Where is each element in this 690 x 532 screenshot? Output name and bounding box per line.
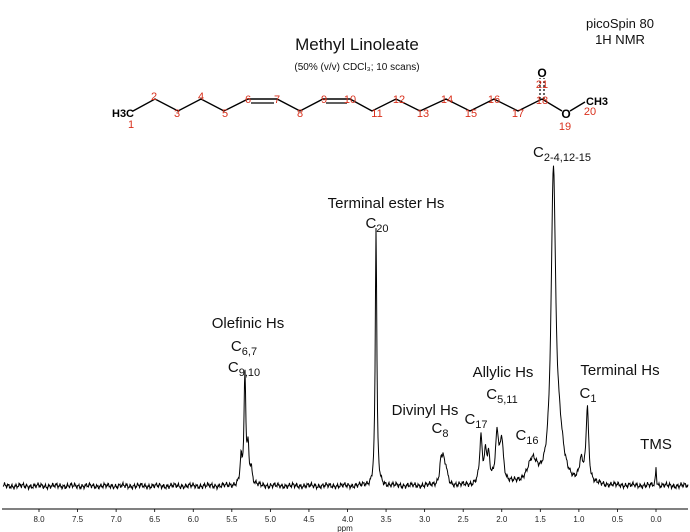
carbon-number-label: 7 [274,94,280,106]
x-tick-label: 3.5 [381,515,393,524]
x-tick-label: 7.0 [111,515,123,524]
x-tick-label: 8.0 [33,515,45,524]
carbon-number-label: 13 [417,108,429,120]
x-axis-label: ppm [337,524,353,532]
carbon-number-label: 17 [512,108,524,120]
x-tick-label: 6.0 [188,515,200,524]
spectrum-trace [2,165,689,492]
annot-c511: C5,11 [486,386,517,406]
annot-c20: C20 [365,215,388,235]
carbon-number-label: 15 [465,108,477,120]
annot-c1: C1 [580,385,597,405]
annot-olefinic: Olefinic Hs [212,315,285,332]
carbon-chain [132,98,563,112]
carbon-number-label: 3 [174,108,180,120]
chart-subtitle: (50% (v/v) CDCl₃; 10 scans) [294,62,419,73]
carbon-number-label: 8 [297,108,303,120]
carbon-number-label: 21 [536,79,548,91]
x-tick-label: 5.0 [265,515,277,524]
x-tick-label: 1.0 [573,515,585,524]
chart-title: Methyl Linoleate [295,35,419,54]
x-tick-label: 4.5 [303,515,315,524]
ester-bond [569,101,586,112]
annot-c2-4-12-15: C2-4,12-15 [533,144,591,164]
x-tick-label: 4.0 [342,515,354,524]
carbon-number-label: 11 [371,108,382,120]
methyl-ester-label: CH3 [586,96,608,108]
x-tick-label: 0.0 [650,515,662,524]
annot-c16: C16 [515,427,538,447]
annot-c910: C9,10 [228,359,260,379]
carbon-number-label: 12 [393,94,405,106]
peak-annotations: Olefinic Hs C6,7 C9,10 Terminal ester Hs… [212,144,672,453]
x-tick-label: 2.0 [496,515,508,524]
annot-tms: TMS [640,436,672,453]
carbon-number-label: 18 [536,95,548,107]
carbon-number-label: 19 [559,121,571,133]
x-tick-label: 7.5 [72,515,84,524]
carbon-number-label: 1 [128,119,134,131]
carbon-number-label: 4 [198,91,204,103]
oxygen-ester: O [561,107,570,121]
experiment-label: 1H NMR [595,32,645,47]
carbon-number-label: 10 [344,94,356,106]
carbon-number-label: 16 [488,94,500,106]
carbon-number-label: 5 [222,108,228,120]
carbon-number-label: 9 [321,94,327,106]
x-tick-label: 5.5 [226,515,238,524]
annot-terminal: Terminal Hs [580,362,659,379]
carbon-number-label: 14 [441,94,453,106]
annot-c67: C6,7 [231,338,257,358]
carbon-number-label: 2 [151,91,157,103]
annot-terminal-ester: Terminal ester Hs [328,195,445,212]
x-tick-label: 0.5 [612,515,624,524]
annot-c17: C17 [464,411,487,431]
carbon-number-label: 20 [584,106,596,118]
instrument-label: picoSpin 80 [586,16,654,31]
annot-divinyl: Divinyl Hs [392,402,459,419]
x-tick-label: 3.0 [419,515,431,524]
methyl-end-label: H3C [112,108,134,120]
oxygen-carbonyl: O [537,66,546,80]
x-tick-label: 6.5 [149,515,161,524]
x-tick-label: 2.5 [458,515,470,524]
x-tick-label: 1.5 [535,515,547,524]
annot-c8: C8 [432,420,449,440]
annot-allylic: Allylic Hs [473,364,534,381]
carbon-number-label: 6 [245,94,251,106]
